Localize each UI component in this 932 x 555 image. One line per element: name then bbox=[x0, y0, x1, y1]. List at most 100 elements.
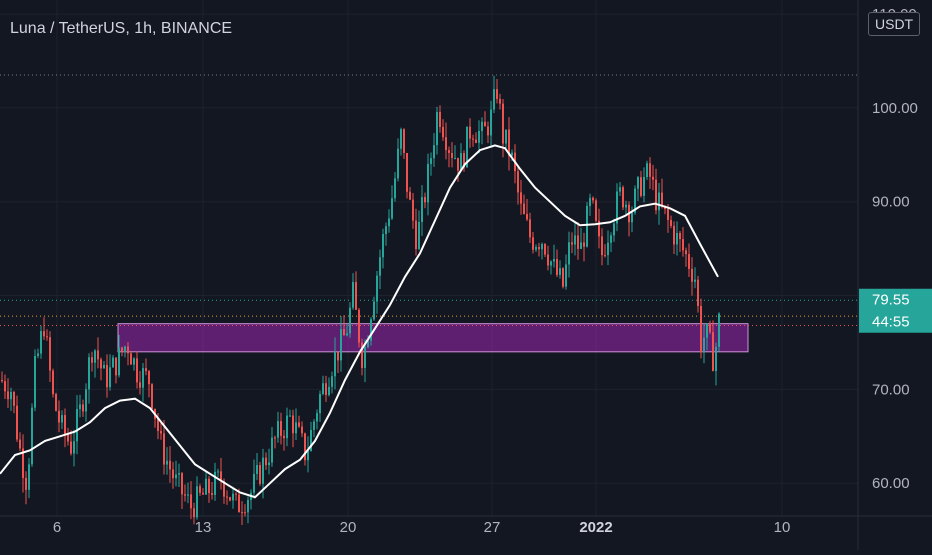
candle-body bbox=[175, 474, 177, 479]
candle-body bbox=[16, 405, 18, 440]
candle-body bbox=[475, 139, 477, 143]
candle-body bbox=[640, 177, 642, 196]
candle-body bbox=[415, 220, 417, 250]
candle-body bbox=[586, 205, 588, 247]
symbol-title[interactable]: Luna / TetherUS, 1h, BINANCE bbox=[10, 20, 233, 37]
candle-body bbox=[487, 126, 489, 136]
candle-body bbox=[334, 351, 336, 377]
candle-body bbox=[358, 309, 360, 343]
candle-body bbox=[508, 129, 510, 156]
candle-body bbox=[40, 331, 42, 354]
candle-body bbox=[709, 323, 711, 333]
candle-body bbox=[214, 471, 216, 495]
candle-body bbox=[601, 236, 603, 256]
candle-body bbox=[298, 422, 300, 427]
candle-body bbox=[292, 415, 294, 434]
candle-body bbox=[67, 434, 69, 442]
candle-body bbox=[133, 358, 135, 365]
candle-body bbox=[262, 457, 264, 484]
candle-body bbox=[439, 112, 441, 127]
candle-body bbox=[43, 331, 45, 337]
candle-body bbox=[457, 157, 459, 171]
candle-body bbox=[115, 357, 117, 376]
candle-body bbox=[517, 171, 519, 193]
candle-body bbox=[277, 421, 279, 438]
candle-body bbox=[610, 235, 612, 243]
candle-body bbox=[667, 209, 669, 220]
candle-body bbox=[70, 441, 72, 454]
candle-body bbox=[466, 126, 468, 168]
candle-body bbox=[319, 393, 321, 414]
candle-body bbox=[4, 381, 6, 392]
candle-body bbox=[361, 342, 363, 368]
candle-body bbox=[340, 329, 342, 361]
candle-body bbox=[235, 493, 237, 495]
x-tick-label: 2022 bbox=[579, 519, 612, 536]
candle-body bbox=[604, 255, 606, 257]
candle-body bbox=[349, 307, 351, 334]
x-tick-label: 20 bbox=[340, 519, 357, 536]
candle-body bbox=[472, 138, 474, 140]
candle-body bbox=[445, 137, 447, 151]
candle-body bbox=[61, 415, 63, 423]
candles bbox=[1, 75, 720, 525]
candle-body bbox=[355, 282, 357, 310]
candle-body bbox=[112, 357, 114, 368]
candle-body bbox=[595, 200, 597, 221]
candle-body bbox=[223, 480, 225, 497]
candle-body bbox=[325, 383, 327, 395]
candle-body bbox=[493, 89, 495, 110]
candle-body bbox=[385, 226, 387, 235]
candle-body bbox=[88, 357, 90, 390]
candle-body bbox=[571, 242, 573, 245]
x-tick-label: 13 bbox=[195, 519, 212, 536]
candle-body bbox=[148, 371, 150, 385]
candle-body bbox=[412, 199, 414, 221]
last-price-tag bbox=[859, 288, 932, 333]
candle-body bbox=[520, 192, 522, 204]
candle-body bbox=[178, 473, 180, 475]
candle-body bbox=[454, 157, 456, 159]
candle-body bbox=[532, 237, 534, 250]
candle-body bbox=[622, 187, 624, 208]
candle-body bbox=[22, 448, 24, 478]
candle-body bbox=[658, 192, 660, 211]
candle-body bbox=[688, 254, 690, 269]
candle-body bbox=[268, 462, 270, 466]
candle-body bbox=[691, 268, 693, 282]
candle-body bbox=[505, 129, 507, 144]
candle-body bbox=[322, 383, 324, 394]
candle-body bbox=[106, 364, 108, 388]
candle-body bbox=[715, 346, 717, 372]
candle-body bbox=[229, 497, 231, 501]
candle-body bbox=[97, 350, 99, 360]
candle-body bbox=[547, 254, 549, 266]
candle-body bbox=[79, 404, 81, 410]
y-tick-label: 70.00 bbox=[872, 381, 910, 398]
candle-body bbox=[703, 337, 705, 353]
candle-body bbox=[406, 152, 408, 192]
candle-body bbox=[643, 177, 645, 196]
candle-body bbox=[478, 130, 480, 143]
time-axis[interactable]: 6 13 20 27 2022 10 bbox=[53, 519, 791, 536]
candle-body bbox=[427, 163, 429, 203]
support-zone bbox=[117, 323, 749, 353]
candle-body bbox=[286, 415, 288, 439]
candle-body bbox=[706, 323, 708, 338]
candle-body bbox=[46, 336, 48, 338]
candle-body bbox=[496, 89, 498, 99]
candle-body bbox=[163, 433, 165, 465]
candle-body bbox=[241, 512, 243, 514]
currency-button[interactable]: USDT bbox=[868, 12, 921, 36]
candle-body bbox=[442, 126, 444, 138]
candle-body bbox=[637, 177, 639, 189]
candle-body bbox=[367, 340, 369, 348]
candle-body bbox=[49, 337, 51, 371]
candle-body bbox=[436, 112, 438, 146]
candle-body bbox=[649, 163, 651, 177]
candle-body bbox=[574, 235, 576, 245]
candle-body bbox=[34, 356, 36, 408]
candle-body bbox=[169, 460, 171, 470]
candle-body bbox=[142, 368, 144, 388]
